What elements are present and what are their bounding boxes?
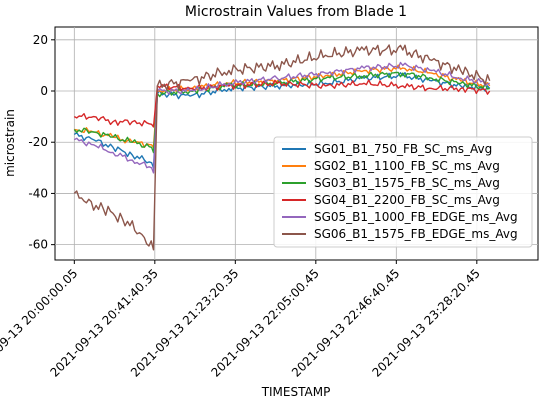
series-line-1 [73,71,491,169]
y-tick-label: -20 [28,135,48,149]
series-line-5 [73,61,490,174]
legend-label: SG03_B1_1575_FB_SC_ms_Avg [314,176,500,190]
legend: SG01_B1_750_FB_SC_ms_Avg SG02_B1_1100_FB_… [273,136,533,248]
legend-label: SG06_B1_1575_FB_EDGE_ms_Avg [314,227,518,241]
y-tick-label: -40 [28,186,48,200]
x-axis-title: TIMESTAMP [261,385,331,399]
plot-area [54,26,539,261]
series-layer [73,44,491,251]
series-line-6 [73,44,491,251]
series-line-4 [73,79,491,128]
series-line-3 [73,71,490,154]
y-axis-title: microstrain [3,109,17,177]
legend-label: SG02_B1_1100_FB_SC_ms_Avg [314,159,500,173]
legend-label: SG04_B1_2200_FB_SC_ms_Avg [314,193,500,207]
legend-label: SG01_B1_750_FB_SC_ms_Avg [314,142,492,156]
chart-title: Microstrain Values from Blade 1 [185,4,407,20]
y-tick-label: 0 [40,84,48,98]
legend-label: SG05_B1_1000_FB_EDGE_ms_Avg [314,210,518,224]
y-tick-label: 20 [33,33,48,47]
y-tick-label: -60 [28,238,48,252]
legend-box [273,136,533,248]
